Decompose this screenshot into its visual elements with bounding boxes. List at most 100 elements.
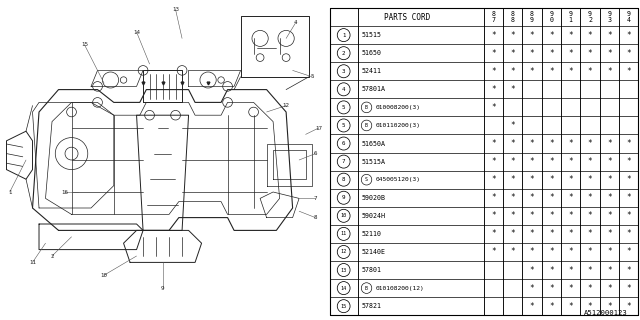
Text: *: * (530, 266, 534, 275)
Text: 2: 2 (51, 253, 54, 259)
Text: *: * (549, 31, 554, 40)
Text: *: * (568, 157, 573, 166)
Text: *: * (549, 49, 554, 58)
Text: *: * (607, 49, 612, 58)
Text: *: * (510, 175, 515, 184)
Text: *: * (588, 247, 593, 256)
Text: 15: 15 (340, 304, 347, 309)
Text: 4: 4 (294, 20, 298, 25)
Text: 52110: 52110 (362, 231, 381, 237)
Text: *: * (530, 302, 534, 311)
Text: *: * (588, 302, 593, 311)
Text: 13: 13 (340, 268, 347, 273)
Text: *: * (491, 31, 495, 40)
Text: *: * (491, 193, 495, 202)
Text: 16: 16 (61, 189, 68, 195)
Text: 3: 3 (342, 69, 346, 74)
Text: *: * (530, 139, 534, 148)
Text: *: * (588, 284, 593, 292)
Text: 010008200(3): 010008200(3) (376, 105, 420, 110)
Text: *: * (549, 211, 554, 220)
Text: *: * (627, 302, 631, 311)
Text: 9: 9 (342, 195, 346, 200)
Text: *: * (588, 229, 593, 238)
Text: *: * (627, 67, 631, 76)
Text: *: * (627, 247, 631, 256)
Text: *: * (568, 175, 573, 184)
Text: *: * (607, 67, 612, 76)
Text: *: * (588, 266, 593, 275)
Text: *: * (607, 139, 612, 148)
Text: *: * (607, 284, 612, 292)
Text: *: * (568, 211, 573, 220)
Text: *: * (530, 175, 534, 184)
Text: B: B (365, 285, 368, 291)
Text: *: * (568, 302, 573, 311)
Text: *: * (549, 67, 554, 76)
Text: *: * (491, 211, 495, 220)
Text: *: * (627, 266, 631, 275)
Text: *: * (491, 103, 495, 112)
Text: *: * (607, 157, 612, 166)
Text: *: * (510, 193, 515, 202)
Text: *: * (568, 284, 573, 292)
Text: 9
3: 9 3 (607, 11, 611, 23)
Text: 6: 6 (342, 141, 346, 146)
Text: *: * (510, 85, 515, 94)
Text: *: * (549, 302, 554, 311)
Text: 8: 8 (314, 215, 317, 220)
Text: *: * (510, 211, 515, 220)
Text: *: * (549, 139, 554, 148)
Text: 13: 13 (172, 7, 179, 12)
Text: 5: 5 (342, 105, 346, 110)
Text: *: * (491, 67, 495, 76)
Text: *: * (568, 49, 573, 58)
Text: 51515: 51515 (362, 32, 381, 38)
Text: 14: 14 (340, 285, 347, 291)
Text: *: * (568, 229, 573, 238)
Text: *: * (530, 49, 534, 58)
Text: *: * (510, 229, 515, 238)
Text: *: * (530, 193, 534, 202)
Text: *: * (607, 302, 612, 311)
Text: *: * (568, 31, 573, 40)
Text: *: * (530, 157, 534, 166)
Text: *: * (627, 31, 631, 40)
Text: *: * (530, 247, 534, 256)
Text: 17: 17 (315, 125, 322, 131)
Text: *: * (627, 49, 631, 58)
Text: 8: 8 (342, 177, 346, 182)
Text: *: * (568, 247, 573, 256)
Text: *: * (568, 67, 573, 76)
Text: *: * (530, 211, 534, 220)
Text: 7: 7 (314, 196, 317, 201)
Text: *: * (568, 193, 573, 202)
Text: *: * (510, 157, 515, 166)
Text: 9
1: 9 1 (569, 11, 573, 23)
Text: *: * (530, 67, 534, 76)
Text: *: * (510, 67, 515, 76)
Text: *: * (549, 247, 554, 256)
Text: *: * (568, 266, 573, 275)
Text: *: * (510, 31, 515, 40)
Text: 15: 15 (81, 42, 88, 47)
Text: 1: 1 (342, 33, 346, 38)
Text: *: * (588, 157, 593, 166)
Text: *: * (627, 175, 631, 184)
Text: 10: 10 (100, 273, 108, 278)
Text: *: * (607, 229, 612, 238)
Text: 51650A: 51650A (362, 140, 385, 147)
Text: 1: 1 (8, 189, 12, 195)
Text: *: * (627, 139, 631, 148)
Text: 9
2: 9 2 (588, 11, 592, 23)
Text: *: * (588, 211, 593, 220)
Text: 7: 7 (342, 159, 346, 164)
Text: *: * (491, 229, 495, 238)
Text: 9
4: 9 4 (627, 11, 631, 23)
Text: A512000123: A512000123 (584, 310, 627, 316)
Text: B: B (365, 123, 368, 128)
Text: 57801: 57801 (362, 267, 381, 273)
Text: 59024H: 59024H (362, 213, 385, 219)
Text: *: * (588, 31, 593, 40)
Text: B: B (365, 105, 368, 110)
